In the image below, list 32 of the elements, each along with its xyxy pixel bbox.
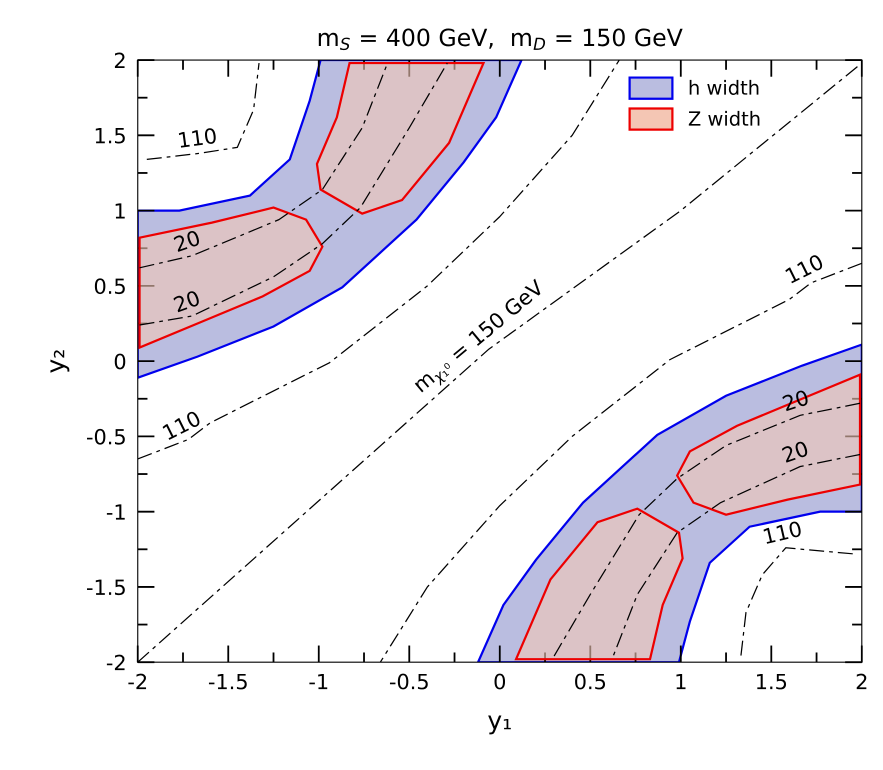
legend-label: Z width bbox=[688, 110, 760, 126]
y-tick-label: 0 bbox=[114, 354, 126, 370]
legend-label: h width bbox=[690, 80, 758, 95]
y-tick-label: 1 bbox=[116, 203, 125, 219]
y-tick-label: 1.5 bbox=[96, 128, 125, 144]
x-tick-label: -1 bbox=[309, 674, 328, 690]
y-tick-label: 2 bbox=[114, 52, 125, 68]
annotation: 110 bbox=[763, 520, 802, 544]
x-tick-label: 2 bbox=[856, 674, 866, 690]
y-tick-label: -1 bbox=[106, 504, 125, 520]
chart-title: m$_{S}$ = 400 GeV, m$_{D}$ = 150 GeV bbox=[318, 28, 683, 50]
annotation: 20 bbox=[173, 290, 201, 313]
x-axis-title: y₁ bbox=[488, 715, 511, 734]
y-axis-title: y₂ bbox=[50, 350, 70, 373]
x-tick-label: 0.5 bbox=[575, 674, 606, 690]
x-tick-label: -2 bbox=[128, 674, 146, 690]
x-tick-label: -0.5 bbox=[390, 674, 428, 690]
x-tick-label: 0 bbox=[494, 674, 506, 690]
annotation: 110 bbox=[178, 128, 217, 148]
x-tick-label: 1.5 bbox=[757, 674, 786, 690]
y-tick-label: -2 bbox=[106, 654, 125, 670]
x-tick-label: -1.5 bbox=[208, 674, 247, 690]
annotation: 20 bbox=[782, 389, 810, 412]
x-tick-label: 1 bbox=[676, 674, 686, 690]
annotation: 110 bbox=[784, 253, 824, 284]
annotation: 20 bbox=[173, 230, 201, 252]
annotation: 110 bbox=[162, 410, 202, 440]
y-tick-label: -1.5 bbox=[87, 580, 125, 596]
y-tick-label: 0.5 bbox=[94, 278, 125, 294]
annotation: 20 bbox=[781, 440, 809, 463]
y-tick-label: -0.5 bbox=[87, 428, 125, 445]
annotation: m$_{χ₁⁰}$ = 150 GeV bbox=[412, 278, 549, 398]
